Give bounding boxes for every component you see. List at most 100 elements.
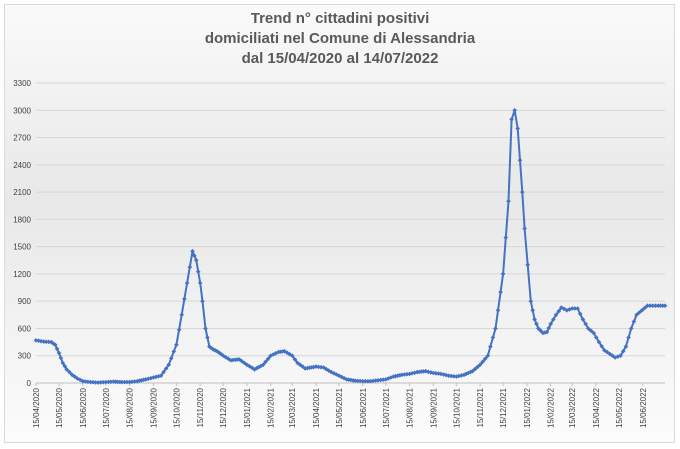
data-point	[645, 303, 650, 308]
data-point	[482, 356, 488, 362]
data-point	[431, 370, 436, 376]
data-point	[98, 380, 103, 385]
data-point	[470, 368, 475, 374]
data-point	[88, 379, 93, 385]
data-point	[254, 365, 259, 371]
y-tick-label: 1800	[13, 215, 31, 224]
chart-title-line-2: domiciliati nel Comune di Alessandria	[204, 30, 476, 47]
data-point	[500, 271, 506, 277]
y-tick-label: 3000	[13, 106, 31, 115]
data-point	[209, 345, 214, 351]
x-tick-label: 15/02/2022	[547, 387, 556, 428]
data-point	[472, 366, 478, 372]
data-point	[637, 310, 642, 315]
data-point	[352, 378, 358, 383]
data-point	[591, 330, 596, 336]
data-point	[553, 312, 559, 318]
x-tick-label: 15/02/2021	[267, 387, 276, 428]
data-point	[72, 374, 77, 379]
data-point	[480, 359, 485, 365]
data-point	[368, 378, 373, 384]
data-point	[106, 379, 111, 385]
data-point	[540, 330, 546, 336]
data-point	[129, 379, 135, 385]
data-point	[506, 198, 511, 204]
data-point	[386, 376, 391, 381]
data-point	[586, 326, 591, 331]
data-point	[388, 375, 394, 380]
data-point	[344, 377, 349, 382]
data-point	[292, 357, 298, 362]
data-point	[226, 356, 231, 362]
data-point	[258, 363, 264, 369]
data-point	[212, 348, 218, 353]
x-tick-label: 15/08/2021	[406, 387, 415, 428]
data-point	[412, 370, 417, 375]
data-point	[623, 344, 629, 349]
data-point	[454, 374, 459, 379]
x-tick-label: 15/05/2022	[615, 387, 624, 428]
data-point	[391, 374, 396, 379]
data-point	[468, 369, 473, 375]
data-point	[512, 108, 517, 113]
data-point	[148, 375, 154, 381]
data-point	[244, 362, 250, 368]
data-point	[54, 346, 60, 352]
chart-title: Trend n° cittadini positivi domiciliati …	[0, 9, 680, 69]
data-point	[184, 280, 190, 286]
data-point	[135, 378, 140, 384]
y-tick-label: 2700	[13, 134, 31, 143]
data-point	[561, 306, 567, 312]
data-point	[265, 356, 271, 362]
data-point	[662, 303, 668, 309]
data-point	[618, 353, 623, 358]
data-point	[187, 264, 193, 270]
data-point	[93, 380, 98, 385]
data-point	[534, 321, 539, 327]
data-point	[137, 378, 142, 383]
data-point	[399, 372, 405, 378]
data-point	[237, 357, 242, 362]
data-point	[626, 335, 631, 340]
data-point	[383, 377, 389, 382]
y-tick-label: 600	[18, 324, 32, 333]
data-point	[522, 226, 527, 231]
data-point	[647, 303, 653, 308]
data-point	[249, 365, 255, 371]
data-point	[357, 378, 363, 384]
data-point	[404, 371, 410, 377]
data-point	[41, 339, 46, 344]
x-tick-label: 15/12/2021	[499, 387, 508, 428]
data-point	[495, 308, 501, 313]
data-point	[132, 379, 137, 384]
data-point	[488, 344, 493, 349]
data-point	[631, 319, 637, 324]
data-point	[639, 308, 645, 313]
x-tick-label: 15/08/2020	[126, 387, 135, 428]
data-point	[230, 357, 236, 363]
y-tick-label: 2100	[13, 188, 31, 197]
data-point	[425, 369, 431, 375]
data-point	[318, 364, 324, 370]
data-point	[532, 317, 537, 322]
data-point	[166, 362, 171, 368]
data-point	[305, 365, 310, 371]
data-point	[83, 379, 88, 384]
data-point	[256, 364, 262, 370]
x-tick-label: 15/09/2020	[149, 387, 158, 428]
data-point	[90, 379, 96, 385]
x-tick-label: 15/11/2021	[476, 387, 485, 427]
data-point	[64, 367, 69, 372]
data-point	[528, 298, 534, 304]
data-point	[326, 368, 332, 373]
data-point	[650, 303, 655, 308]
x-tick-label: 15/07/2021	[382, 387, 391, 428]
data-point	[538, 328, 543, 333]
data-point	[363, 378, 368, 384]
x-tick-label: 15/05/2021	[335, 387, 344, 428]
data-point	[268, 353, 273, 358]
data-point	[642, 305, 647, 311]
data-point	[278, 349, 283, 355]
chart-title-line-1: Trend n° cittadini positivi	[250, 10, 430, 27]
